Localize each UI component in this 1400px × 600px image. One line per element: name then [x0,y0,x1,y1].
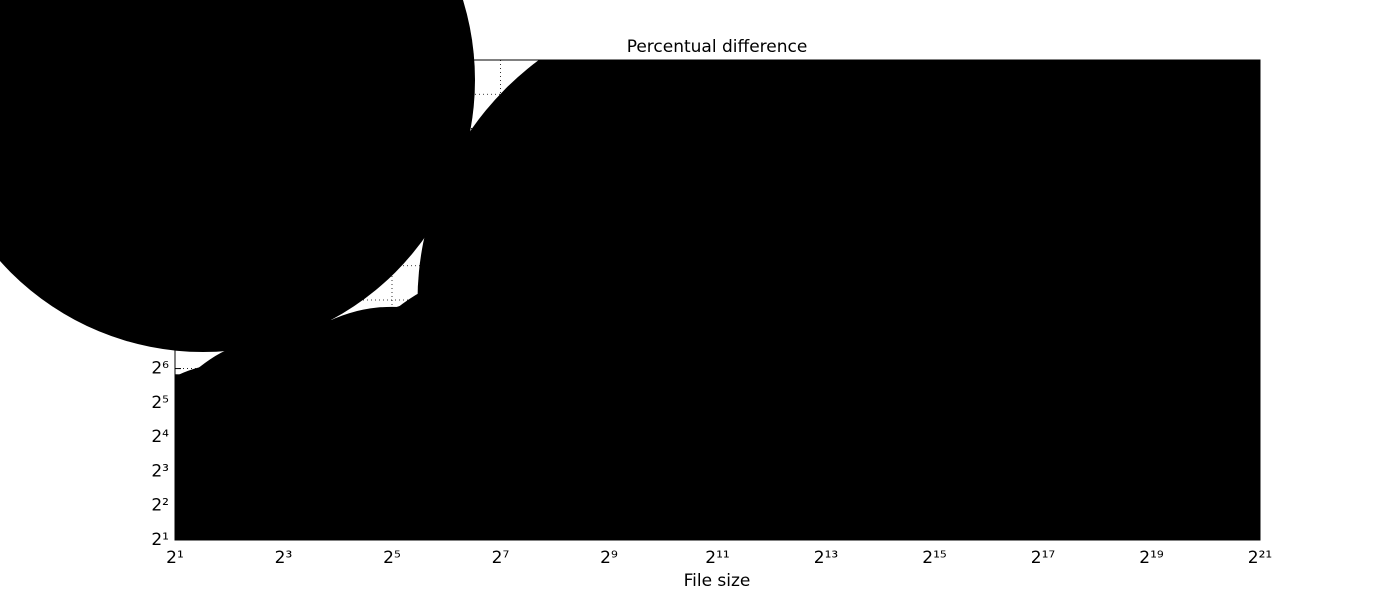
y-tick-label: 2¹ [151,530,169,550]
x-tick-label: 2¹¹ [705,548,729,568]
scatter-point [960,60,1260,540]
x-axis-label: File size [684,571,751,591]
x-tick-label: 2²¹ [1248,548,1272,568]
scatter-points [175,60,1260,540]
x-tick-label: 2⁹ [600,548,618,568]
y-tick-label: 2⁶ [151,359,169,379]
x-tick-label: 2³ [275,548,293,568]
x-tick-label: 2¹⁵ [922,548,946,568]
x-tick-label: 2⁷ [492,548,510,568]
legend-marker [0,0,475,352]
x-tick-label: 2⁵ [383,548,401,568]
x-tick-label: 2¹⁹ [1139,548,1164,568]
y-tick-label: 2² [151,496,169,516]
y-tick-label: 2⁵ [151,393,169,413]
x-tick-label: 2¹ [166,548,184,568]
x-tick-label: 2¹³ [814,548,838,568]
x-tick-label: 2¹⁷ [1031,548,1056,568]
y-tick-label: 2⁴ [151,427,169,447]
chart-title: Percentual difference [627,37,808,57]
y-tick-label: 2³ [151,461,169,481]
